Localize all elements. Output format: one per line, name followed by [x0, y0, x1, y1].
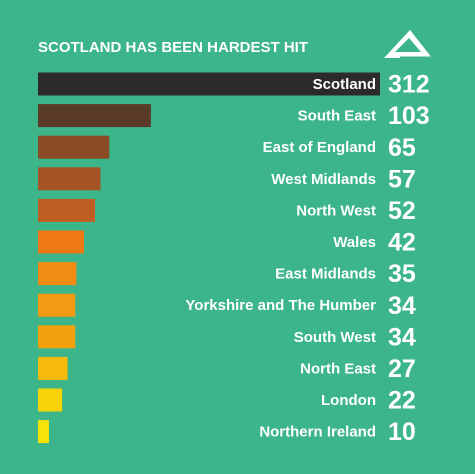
bar	[38, 198, 95, 222]
bar	[38, 72, 380, 96]
logo	[384, 30, 434, 60]
value-label: 10	[388, 418, 416, 446]
category-label: Wales	[333, 234, 376, 251]
bar	[38, 104, 151, 128]
value-label: 42	[388, 229, 416, 257]
category-label: West Midlands	[271, 171, 376, 188]
bar	[38, 325, 76, 349]
category-label: South East	[298, 108, 376, 125]
value-label: 27	[388, 355, 416, 383]
bar	[38, 356, 68, 380]
bar	[38, 167, 101, 191]
value-label: 312	[388, 71, 430, 99]
value-label: 52	[388, 197, 416, 225]
bar	[38, 135, 110, 159]
category-label: East of England	[263, 139, 376, 156]
bar	[38, 293, 76, 317]
bar	[38, 420, 49, 444]
category-label: East Midlands	[275, 266, 376, 283]
value-label: 22	[388, 387, 416, 415]
category-label: North East	[300, 360, 376, 377]
category-label: South West	[294, 329, 376, 346]
value-label: 35	[388, 260, 416, 288]
value-label: 34	[388, 323, 416, 351]
category-label: London	[321, 392, 376, 409]
category-label: North West	[296, 202, 376, 219]
chart-title: SCOTLAND HAS BEEN HARDEST HIT	[38, 39, 308, 56]
value-label: 103	[388, 102, 430, 130]
category-label: Northern Ireland	[259, 424, 376, 441]
value-label: 34	[388, 292, 416, 320]
category-label: Yorkshire and The Humber	[185, 297, 376, 314]
category-label: Scotland	[313, 76, 376, 93]
value-label: 57	[388, 165, 416, 193]
bar	[38, 262, 77, 286]
value-label: 65	[388, 134, 416, 162]
bar	[38, 388, 63, 412]
bar	[38, 230, 85, 254]
